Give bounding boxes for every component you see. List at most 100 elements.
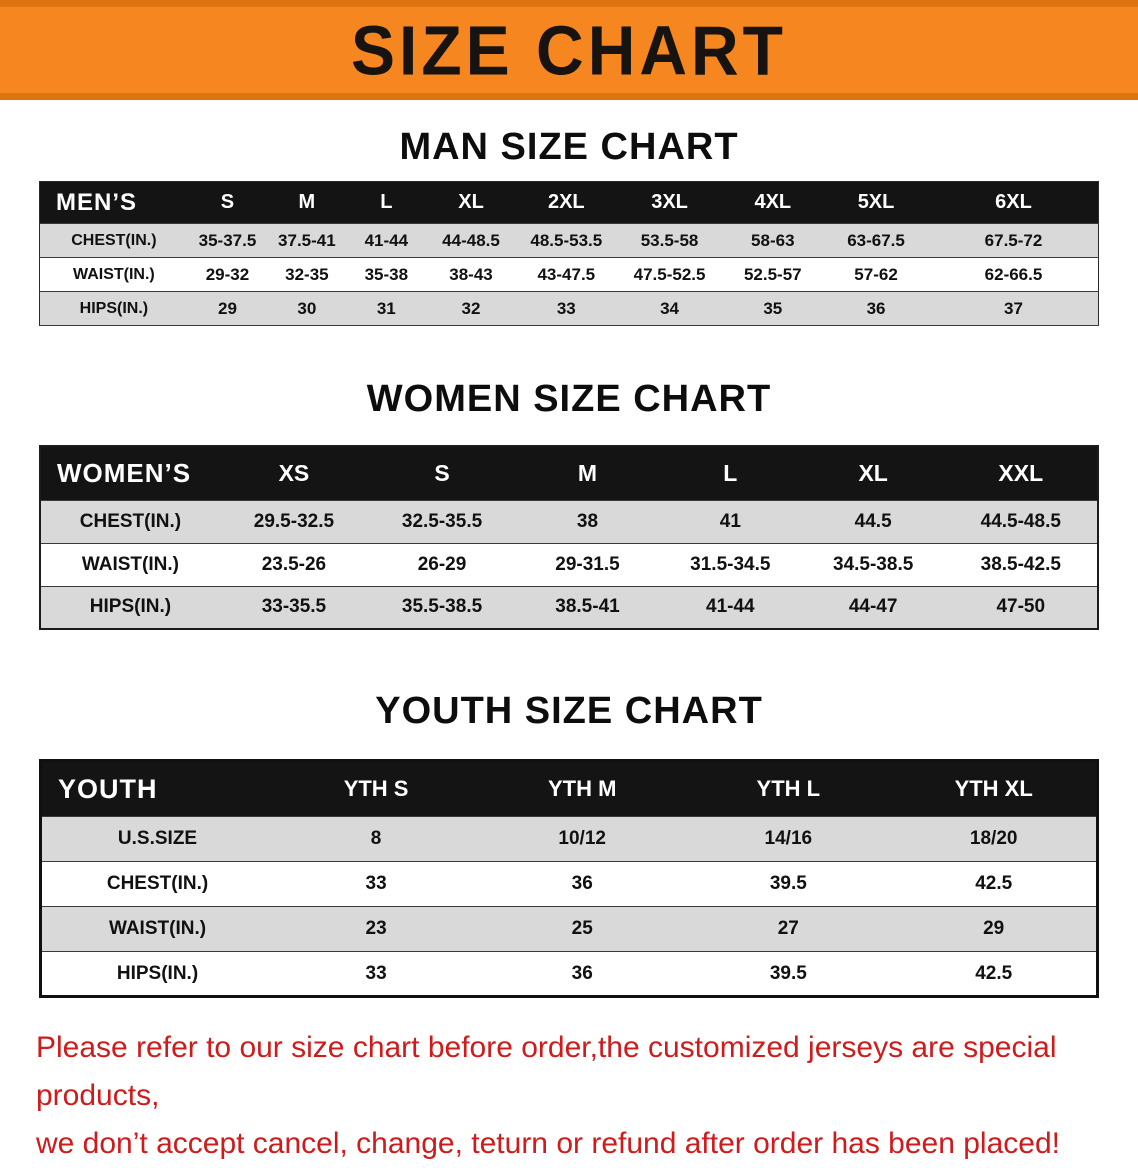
cell: 63-67.5	[847, 230, 905, 250]
row-label: WAIST(IN.)	[72, 265, 155, 283]
col-header: L	[658, 446, 802, 500]
cell: 41-44	[706, 596, 755, 618]
cell: 44.5	[854, 510, 892, 532]
size-chart-banner: SIZE CHART	[0, 0, 1138, 100]
col-header: S	[367, 446, 517, 500]
cell: 34	[660, 298, 680, 318]
cell: 36	[571, 962, 593, 984]
cell: 32-35	[285, 264, 329, 284]
page-title: SIZE CHART	[351, 10, 787, 90]
cell: 35-38	[364, 264, 409, 284]
col-header: XL	[426, 181, 517, 224]
cell: 35-37.5	[198, 230, 257, 250]
cell: 42.5	[975, 962, 1013, 984]
youth-corner-label: YOUTH	[40, 760, 274, 817]
cell: 29.5-32.5	[253, 510, 335, 532]
table-row: WAIST(IN.) 23.5-26 26-29 29-31.5 31.5-34…	[40, 543, 1098, 586]
row-label: U.S.SIZE	[117, 828, 198, 849]
col-header: M	[267, 181, 347, 224]
women-corner-label: WOMEN’S	[40, 446, 220, 500]
col-header: YTH S	[273, 760, 480, 817]
cell: 23	[365, 918, 387, 939]
row-label: WAIST(IN.)	[81, 553, 179, 575]
row-label: CHEST(IN.)	[71, 231, 157, 249]
cell: 37.5-41	[278, 230, 336, 250]
cell: 42.5	[975, 873, 1013, 894]
men-size-table: MEN’S S M L XL 2XL 3XL 4XL 5XL 6XL CHEST…	[39, 181, 1099, 326]
cell: 36	[866, 298, 886, 318]
cell: 44-48.5	[442, 230, 500, 250]
men-header-row: MEN’S S M L XL 2XL 3XL 4XL 5XL 6XL	[39, 181, 1099, 224]
cell: 18/20	[969, 828, 1018, 849]
cell: 29	[218, 298, 237, 318]
col-header: 2XL	[516, 181, 617, 224]
col-header: S	[187, 181, 268, 224]
cell: 32	[461, 298, 481, 318]
table-row: HIPS(IN.) 33-35.5 35.5-38.5 38.5-41 41-4…	[40, 586, 1098, 629]
col-header: YTH L	[685, 760, 892, 817]
cell: 44.5-48.5	[980, 510, 1061, 532]
col-header: YTH M	[479, 760, 686, 817]
women-size-table: WOMEN’S XS S M L XL XXL CHEST(IN.) 29.5-…	[39, 445, 1099, 630]
cell: 38-43	[449, 264, 493, 284]
cell: 25	[571, 918, 593, 939]
table-row: HIPS(IN.) 33 36 39.5 42.5	[40, 951, 1098, 997]
row-label: CHEST(IN.)	[79, 510, 182, 532]
cell: 41-44	[364, 230, 409, 250]
row-label: HIPS(IN.)	[116, 962, 199, 984]
cell: 38	[576, 510, 599, 532]
youth-section-heading: YOUTH SIZE CHART	[375, 690, 763, 732]
cell: 43-47.5	[537, 264, 596, 284]
disclaimer-note: Please refer to our size chart before or…	[36, 1024, 1118, 1168]
cell: 44-47	[848, 596, 898, 618]
men-section-heading: MAN SIZE CHART	[399, 126, 739, 168]
cell: 67.5-72	[984, 230, 1043, 250]
cell: 33	[365, 873, 387, 894]
youth-header-row: YOUTH YTH S YTH M YTH L YTH XL	[40, 760, 1098, 817]
women-header-row: WOMEN’S XS S M L XL XXL	[40, 446, 1098, 500]
row-label: WAIST(IN.)	[108, 918, 207, 939]
cell: 29-32	[205, 264, 250, 284]
table-row: WAIST(IN.) 23 25 27 29	[40, 906, 1098, 952]
cell: 37	[1004, 298, 1023, 318]
cell: 47-50	[996, 596, 1046, 618]
table-row: CHEST(IN.) 29.5-32.5 32.5-35.5 38 41 44.…	[40, 500, 1098, 543]
col-header: 3XL	[616, 181, 723, 224]
cell: 38.5-41	[555, 596, 620, 618]
cell: 35.5-38.5	[401, 596, 483, 618]
cell: 39.5	[769, 962, 807, 984]
cell: 33-35.5	[261, 596, 327, 618]
row-label: HIPS(IN.)	[79, 299, 149, 317]
cell: 62-66.5	[984, 264, 1043, 284]
cell: 57-62	[854, 264, 898, 284]
cell: 36	[571, 873, 593, 894]
cell: 26-29	[417, 553, 467, 575]
cell: 32.5-35.5	[401, 510, 483, 532]
table-row: U.S.SIZE 8 10/12 14/16 18/20	[40, 816, 1098, 862]
cell: 29-31.5	[555, 553, 620, 575]
cell: 31	[376, 298, 396, 318]
col-header: 4XL	[722, 181, 824, 224]
women-section-heading: WOMEN SIZE CHART	[366, 378, 772, 420]
cell: 38.5-42.5	[980, 553, 1061, 575]
cell: 39.5	[769, 873, 807, 894]
cell: 53.5-58	[640, 230, 699, 250]
cell: 8	[370, 828, 382, 849]
cell: 29	[983, 918, 1005, 939]
cell: 47.5-52.5	[633, 264, 706, 284]
cell: 30	[297, 298, 317, 318]
col-header: XL	[801, 446, 945, 500]
disclaimer-line-2: we don’t accept cancel, change, teturn o…	[36, 1127, 1060, 1160]
cell: 27	[777, 918, 799, 939]
col-header: XXL	[944, 446, 1098, 500]
cell: 10/12	[558, 828, 606, 849]
col-header: M	[516, 446, 659, 500]
col-header: L	[346, 181, 427, 224]
cell: 58-63	[751, 230, 795, 250]
col-header: 5XL	[823, 181, 929, 224]
cell: 35	[763, 298, 783, 318]
cell: 52.5-57	[743, 264, 802, 284]
row-label: CHEST(IN.)	[106, 873, 209, 894]
cell: 34.5-38.5	[833, 553, 914, 575]
cell: 33	[556, 298, 576, 318]
